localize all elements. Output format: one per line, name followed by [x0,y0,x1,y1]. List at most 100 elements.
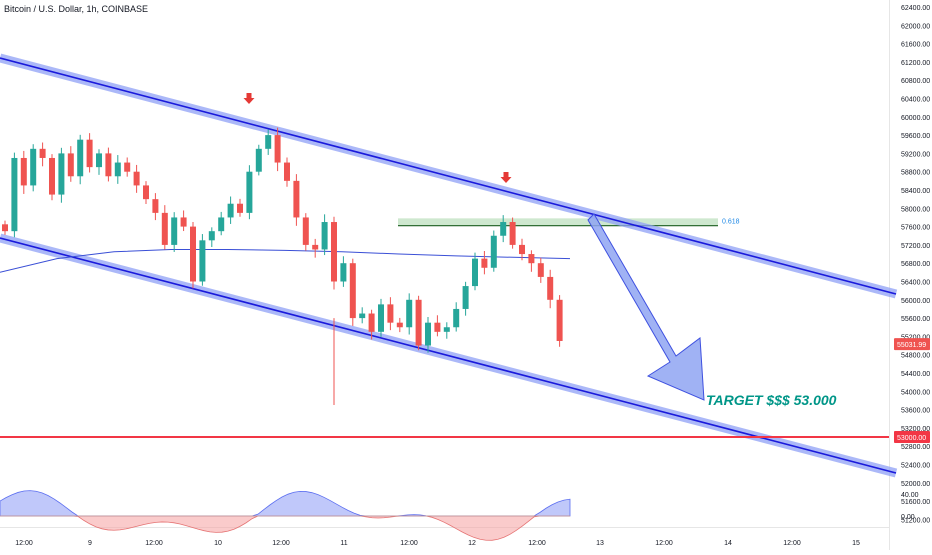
candle-body [462,286,469,309]
candle-body [509,222,516,245]
candle-body [246,171,253,213]
x-tick-label: 12:00 [655,540,673,547]
candle-body [171,217,178,245]
y-tick-label: 54400.00 [901,371,930,378]
candle-body [180,217,187,227]
projection-arrow [587,213,705,401]
x-tick-label: 14 [724,540,732,547]
y-tick-label: 58000.00 [901,206,930,213]
y-tick-label: 61600.00 [901,42,930,49]
chart-title: Bitcoin / U.S. Dollar, 1h, COINBASE [4,4,149,14]
y-tick-label: 55600.00 [901,316,930,323]
y-tick-label: 58800.00 [901,170,930,177]
candle-body [406,299,413,328]
last-price-label: 55031.99 [897,342,926,349]
y-tick-label: 57200.00 [901,243,930,250]
sell-marker-icon [500,172,512,183]
y-tick-label: 53600.00 [901,408,930,415]
y-tick-label: 52000.00 [901,481,930,488]
candle-body [387,304,394,323]
candle-body [114,162,121,177]
time-axis: 12:00 9 12:00 10 12:00 11 12:00 12 12:00 13 12:00 1… [15,540,860,547]
y-tick-label: 62000.00 [901,23,930,30]
candle-body [490,235,497,268]
candle-body [39,148,46,158]
y-tick-label: 53200.00 [901,426,930,433]
candle-body [556,299,563,341]
candle-body [20,157,27,186]
y-tick-label: 60400.00 [901,97,930,104]
target-annotation: TARGET $$$ 53.000 [706,392,837,408]
x-tick-label: 12:00 [145,540,163,547]
candle-body [396,322,403,328]
y-tick-label: 60800.00 [901,78,930,85]
candle-body [434,322,441,332]
y-tick-label: 56400.00 [901,280,930,287]
candle-body [349,263,356,319]
last-price-tag [894,338,930,351]
candle-body [227,203,234,218]
candle-body [312,244,319,250]
candle-body [293,180,300,218]
candle-body [30,148,37,186]
fib-zone-band [398,218,718,226]
y-tick-label: 55200.00 [901,334,930,341]
candle-body [49,157,55,195]
x-tick-label: 13 [596,540,604,547]
candle-body [208,231,215,241]
candles [2,127,563,406]
candle-body [472,258,478,287]
target-level-tag [894,431,930,444]
candle-body [218,217,225,232]
x-tick-label: 12:00 [15,540,33,547]
candle-body [2,224,8,232]
candle-body [359,313,366,319]
y-tick-label: 56800.00 [901,261,930,268]
candle-body [199,240,206,282]
candle-body [481,258,488,268]
candle-body [152,199,159,213]
y-tick-label: 51200.00 [901,517,930,524]
candle-body [378,304,384,332]
y-tick-label: 54800.00 [901,353,930,360]
oscillator-tick-label: 0.00 [901,514,915,521]
candle-body [331,222,337,282]
oscillator-tick-label: 40.00 [901,492,919,499]
y-tick-label: 52400.00 [901,463,930,470]
fib-zone-label: 0.618 [722,219,740,226]
candle-body [133,171,140,186]
candle-body [425,322,431,346]
candle-body [537,263,544,277]
descending-channel [0,53,898,478]
candle-body [443,327,450,332]
price-labels: 55031.99 53000.00 [894,338,930,444]
x-tick-label: 11 [340,540,347,547]
candle-body [190,226,196,282]
candle-body [143,185,149,200]
candle-body [265,135,272,149]
candle-body [124,162,131,172]
y-tick-label: 58400.00 [901,188,930,195]
projection-arrow-shape [587,213,705,401]
y-tick-label: 56000.00 [901,298,930,305]
x-tick-label: 12 [468,540,476,547]
candle-body [96,153,102,168]
candle-body [237,203,243,213]
y-tick-label: 60000.00 [901,115,930,122]
candle-body [415,299,422,346]
x-tick-label: 9 [88,540,92,547]
candle-body [274,135,281,163]
candle-body [321,222,328,250]
target-level-label: 53000.00 [897,435,926,442]
x-tick-label: 12:00 [528,540,546,547]
fib-zone: 0.618 [398,218,740,227]
oscillator-pane: 40.00 0.00 [0,490,919,541]
candle-body [77,139,84,177]
y-tick-label: 62400.00 [901,5,930,12]
x-tick-label: 10 [214,540,222,547]
candle-body [528,254,535,264]
y-tick-label: 59200.00 [901,151,930,158]
channel-lower-line [0,237,897,474]
